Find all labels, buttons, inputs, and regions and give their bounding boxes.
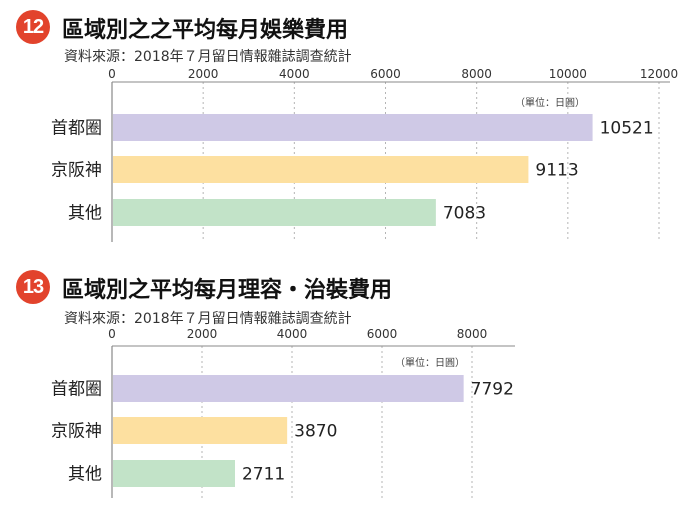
chart-number-badge: 13 <box>16 270 50 304</box>
data-label: 2711 <box>242 465 285 485</box>
bar <box>113 460 235 487</box>
x-tick-label: 12000 <box>640 67 678 81</box>
x-tick-label: 0 <box>108 67 116 81</box>
bar <box>113 199 436 226</box>
bar <box>113 156 529 183</box>
unit-label: （單位：日圓） <box>395 356 465 369</box>
x-tick-label: 2000 <box>187 327 218 341</box>
x-tick-label: 6000 <box>367 327 398 341</box>
x-tick-label: 10000 <box>549 67 587 81</box>
bar-chart-13: 0 2000 4000 6000 8000 （單位：日圓） 首都圈 7792 京阪神 3870 其他… <box>51 327 515 498</box>
data-label: 7792 <box>471 380 514 400</box>
data-label: 9113 <box>535 161 578 181</box>
chart-title: 區域別之之平均每月娛樂費用 <box>62 18 349 43</box>
data-source-note: 資料來源：2018年７月留日情報雜誌調查統計 <box>64 311 352 327</box>
bar-chart-12: 0 2000 4000 6000 8000 10000 12000 （單位：日圓） 首都圈 105… <box>51 67 678 242</box>
x-tick-label: 8000 <box>457 327 488 341</box>
category-label: 京阪神 <box>51 161 102 181</box>
data-source-note: 資料來源：2018年７月留日情報雜誌調查統計 <box>64 49 352 65</box>
data-label: 3870 <box>294 422 337 442</box>
chart-title: 區域別之平均每月理容・治裝費用 <box>62 278 393 303</box>
category-label: 首都圈 <box>51 380 102 400</box>
x-tick-label: 0 <box>108 327 116 341</box>
category-label: 京阪神 <box>51 422 102 442</box>
category-label: 其他 <box>68 465 102 485</box>
x-tick-label: 8000 <box>461 67 492 81</box>
data-label: 7083 <box>443 204 486 224</box>
data-label: 10521 <box>600 119 654 139</box>
x-tick-label: 2000 <box>188 67 219 81</box>
bar <box>113 114 593 141</box>
bar <box>113 417 288 444</box>
category-label: 首都圈 <box>51 119 102 139</box>
x-tick-label: 4000 <box>279 67 310 81</box>
unit-label: （單位：日圓） <box>515 96 585 109</box>
x-tick-label: 4000 <box>277 327 308 341</box>
bar <box>113 375 464 402</box>
x-tick-label: 6000 <box>370 67 401 81</box>
chart-number-badge: 12 <box>16 10 50 44</box>
category-label: 其他 <box>68 204 102 224</box>
